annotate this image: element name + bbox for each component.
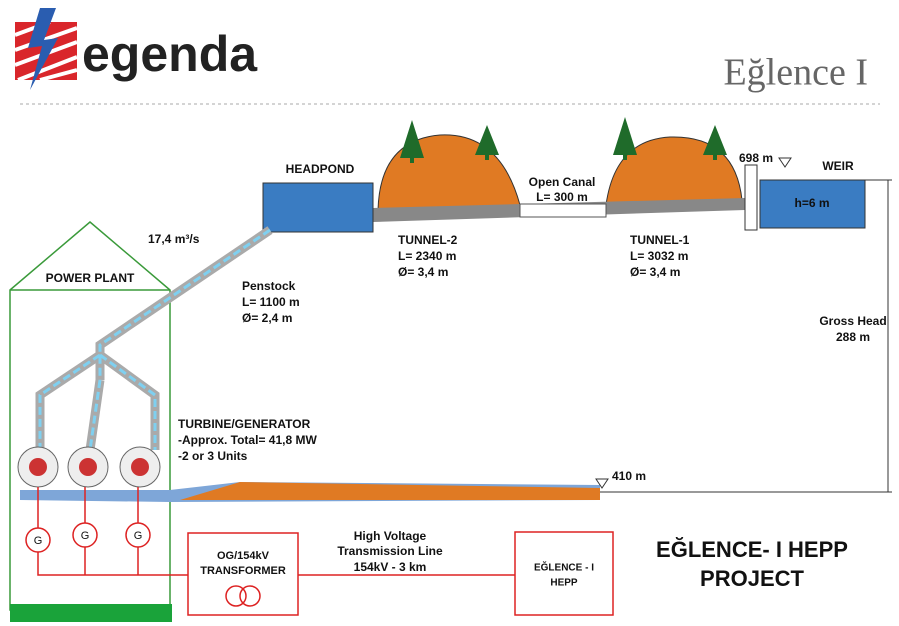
- electric-lines: [25, 487, 614, 616]
- turbine-power: -Approx. Total= 41,8 MW: [178, 433, 317, 447]
- hepp-label: HEPP: [550, 578, 578, 589]
- ground: [10, 604, 172, 622]
- line-label: Transmission Line: [337, 544, 443, 558]
- gross-head-label: Gross Head: [819, 314, 886, 328]
- penstock-diameter: Ø= 2,4 m: [242, 311, 292, 325]
- weir-wall: [744, 164, 758, 231]
- line-label: 154kV - 3 km: [354, 560, 427, 574]
- transformer-label: OG/154kV: [217, 550, 270, 562]
- tunnel-length: L= 2340 m: [398, 249, 456, 263]
- logo-text: egenda: [82, 26, 258, 82]
- flow-rate: 17,4 m³/s: [148, 232, 200, 246]
- project-title: EĞLENCE- I HEPP: [656, 537, 848, 562]
- tunnel-label: TUNNEL-1: [630, 233, 690, 247]
- flow-line: [38, 228, 271, 451]
- headpond: [262, 182, 374, 233]
- tailwater-level: 410 m: [612, 469, 646, 483]
- tunnel-label: TUNNEL-2: [398, 233, 458, 247]
- turbines: [17, 446, 161, 488]
- line-label: High Voltage: [354, 529, 427, 543]
- generator: G: [34, 535, 43, 547]
- power-plant-building: [9, 221, 171, 611]
- weir-pond: [759, 179, 866, 229]
- hepp-label: EĞLENCE - I: [534, 561, 594, 574]
- tunnel-diameter: Ø= 3,4 m: [398, 265, 448, 279]
- headpond-label: HEADPOND: [286, 162, 355, 176]
- tailrace-ground: [180, 482, 600, 500]
- weir-height: h=6 m: [794, 196, 829, 210]
- hill: [377, 134, 521, 211]
- title: Eğlence I: [723, 52, 868, 94]
- turbine-label: TURBINE/GENERATOR: [178, 417, 311, 431]
- trees: [400, 117, 727, 163]
- logo-icon: [14, 8, 78, 90]
- gross-head-value: 288 m: [836, 330, 870, 344]
- canal-length: L= 300 m: [536, 190, 588, 204]
- weir-elevation: 698 m: [739, 151, 773, 165]
- penstock-label: Penstock: [242, 279, 296, 293]
- power-plant-label: POWER PLANT: [46, 271, 135, 285]
- level-mark: [595, 478, 609, 489]
- open-canal: [519, 203, 607, 218]
- transformer-label: TRANSFORMER: [200, 565, 286, 577]
- turbine-units: -2 or 3 Units: [178, 449, 248, 463]
- canal-label: Open Canal: [529, 175, 596, 189]
- level-mark: [778, 157, 792, 168]
- generator: G: [134, 530, 143, 542]
- weir-label: WEIR: [822, 159, 854, 173]
- project-title: PROJECT: [700, 566, 804, 591]
- tunnel-diameter: Ø= 3,4 m: [630, 265, 680, 279]
- penstock-length: L= 1100 m: [242, 295, 300, 309]
- tunnel-length: L= 3032 m: [630, 249, 688, 263]
- generator: G: [81, 530, 90, 542]
